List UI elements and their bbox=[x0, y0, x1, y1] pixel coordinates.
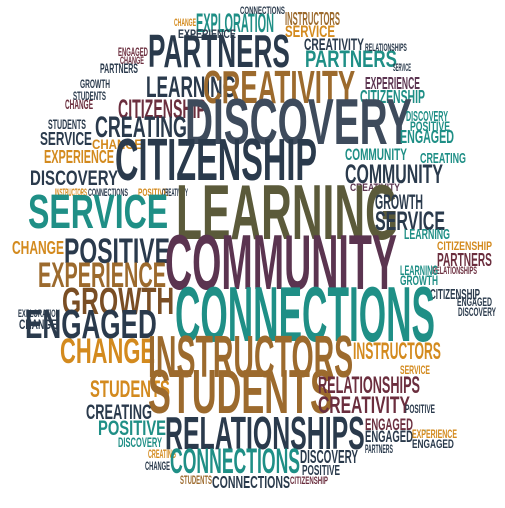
cloud-word-engaged: ENGAGED bbox=[118, 45, 148, 60]
cloud-word-service: SERVICE bbox=[393, 62, 411, 75]
cloud-word-service: SERVICE bbox=[40, 128, 93, 150]
cloud-word-partners: PARTNERS bbox=[365, 442, 393, 457]
cloud-word-relationships: RELATIONSHIPS bbox=[432, 265, 477, 278]
cloud-word-learning: LEARNING bbox=[404, 226, 451, 243]
cloud-word-experience: EXPERIENCE bbox=[44, 146, 114, 168]
cloud-word-creating: CREATING bbox=[420, 150, 466, 167]
cloud-word-creativity: CREATIVITY bbox=[318, 392, 410, 420]
cloud-word-citizenship: CITIZENSHIP bbox=[115, 126, 318, 194]
cloud-word-growth: GROWTH bbox=[400, 272, 439, 288]
cloud-word-experience: EXPERIENCE bbox=[412, 427, 457, 442]
cloud-word-positive: POSITIVE bbox=[302, 462, 341, 479]
cloud-word-positive: POSITIVE bbox=[64, 232, 170, 272]
cloud-word-students: STUDENTS bbox=[48, 116, 86, 132]
cloud-word-citizenship: CITIZENSHIP bbox=[290, 475, 328, 488]
cloud-word-discovery: DISCOVERY bbox=[118, 434, 163, 450]
cloud-word-positive: POSITIVE bbox=[405, 402, 436, 417]
cloud-word-engaged: ENGAGED bbox=[412, 437, 454, 452]
cloud-word-creating: CREATING bbox=[95, 111, 187, 145]
cloud-word-experience: EXPERIENCE bbox=[178, 27, 236, 42]
cloud-word-instructors: INSTRUCTORS bbox=[353, 338, 441, 366]
cloud-word-exploration: EXPLORATION bbox=[196, 7, 275, 38]
cloud-word-students: STUDENTS bbox=[180, 473, 212, 488]
cloud-word-instructors: INSTRUCTORS bbox=[285, 8, 341, 30]
cloud-word-exploration: EXPLORATION bbox=[18, 308, 60, 321]
cloud-word-creating: CREATING bbox=[148, 447, 176, 462]
cloud-word-growth: GROWTH bbox=[80, 77, 111, 92]
cloud-word-connections: CONNECTIONS bbox=[170, 442, 301, 482]
cloud-word-citizenship: CITIZENSHIP bbox=[360, 86, 425, 108]
cloud-word-students: STUDENTS bbox=[73, 89, 106, 104]
cloud-word-growth: GROWTH bbox=[375, 188, 424, 214]
cloud-word-creativity: CREATIVITY bbox=[350, 182, 400, 195]
cloud-word-discovery: DISCOVERY bbox=[458, 305, 496, 320]
cloud-word-students: STUDENTS bbox=[90, 376, 170, 404]
cloud-word-relationships: RELATIONSHIPS bbox=[165, 406, 365, 459]
cloud-word-positive: POSITIVE bbox=[98, 414, 166, 440]
cloud-word-community: COMMUNITY bbox=[345, 146, 407, 165]
cloud-word-positive: POSITIVE bbox=[410, 118, 450, 134]
cloud-word-change: CHANGE bbox=[12, 237, 65, 259]
cloud-word-growth: GROWTH bbox=[62, 280, 175, 323]
cloud-word-engaged: ENGAGED bbox=[25, 300, 157, 347]
cloud-word-community: COMMUNITY bbox=[345, 158, 443, 189]
cloud-word-citizenship: CITIZENSHIP bbox=[437, 239, 493, 254]
cloud-word-learning: LEARNING bbox=[176, 168, 399, 257]
cloud-word-engaged: ENGAGED bbox=[400, 126, 454, 148]
cloud-word-discovery: DISCOVERY bbox=[300, 446, 358, 468]
cloud-word-connections: CONNECTIONS bbox=[212, 472, 290, 493]
cloud-word-discovery: DISCOVERY bbox=[406, 108, 449, 125]
cloud-word-connections: CONNECTIONS bbox=[88, 187, 128, 200]
cloud-word-experience: EXPERIENCE bbox=[365, 73, 420, 94]
cloud-word-creativity: CREATIVITY bbox=[203, 60, 356, 113]
cloud-word-discovery: DISCOVERY bbox=[425, 428, 427, 434]
cloud-word-change: CHANGE bbox=[174, 17, 196, 30]
cloud-word-discovery: DISCOVERY bbox=[185, 84, 413, 158]
cloud-word-relationships: RELATIONSHIPS bbox=[318, 372, 421, 400]
cloud-word-partners: PARTNERS bbox=[148, 24, 290, 77]
cloud-word-creating: CREATING bbox=[86, 398, 152, 424]
cloud-word-experience: EXPERIENCE bbox=[38, 256, 166, 296]
cloud-word-engaged: ENGAGED bbox=[365, 416, 413, 435]
cloud-word-discovery: DISCOVERY bbox=[30, 164, 119, 190]
cloud-word-change: CHANGE bbox=[19, 316, 57, 332]
cloud-word-change: CHANGE bbox=[65, 96, 94, 112]
cloud-word-engaged: ENGAGED bbox=[457, 295, 492, 310]
cloud-word-connections: CONNECTIONS bbox=[175, 270, 435, 359]
cloud-word-partners: PARTNERS bbox=[305, 46, 397, 74]
cloud-word-learning: LEARNING bbox=[400, 262, 438, 278]
cloud-word-citizenship: CITIZENSHIP bbox=[430, 286, 481, 303]
cloud-word-learning: LEARNING bbox=[146, 71, 237, 105]
cloud-word-change: CHANGE bbox=[92, 136, 143, 152]
cloud-word-community: COMMUNITY bbox=[165, 218, 397, 307]
cloud-word-change: CHANGE bbox=[60, 332, 155, 372]
cloud-word-service: SERVICE bbox=[400, 363, 430, 378]
cloud-word-creativity: CREATIVITY bbox=[162, 187, 188, 200]
cloud-word-instructors: INSTRUCTORS bbox=[55, 187, 87, 200]
cloud-word-creativity: CREATIVITY bbox=[304, 36, 364, 55]
cloud-word-change: CHANGE bbox=[145, 459, 171, 474]
cloud-word-partners: PARTNERS bbox=[437, 249, 492, 271]
cloud-word-engaged: ENGAGED bbox=[365, 428, 413, 447]
cloud-word-students: STUDENTS bbox=[148, 358, 333, 428]
cloud-word-change: CHANGE bbox=[120, 55, 145, 68]
cloud-word-relationships: RELATIONSHIPS bbox=[365, 42, 407, 55]
cloud-word-connections: CONNECTIONS bbox=[240, 5, 285, 18]
cloud-word-citizenship: CITIZENSHIP bbox=[118, 93, 206, 124]
cloud-word-instructors: INSTRUCTORS bbox=[148, 323, 354, 391]
cloud-word-service: SERVICE bbox=[28, 185, 169, 240]
cloud-word-service: SERVICE bbox=[375, 205, 446, 236]
cloud-word-positive: POSITIVE bbox=[138, 187, 168, 200]
cloud-word-partners: PARTNERS bbox=[100, 60, 138, 76]
cloud-word-service: SERVICE bbox=[285, 23, 336, 42]
